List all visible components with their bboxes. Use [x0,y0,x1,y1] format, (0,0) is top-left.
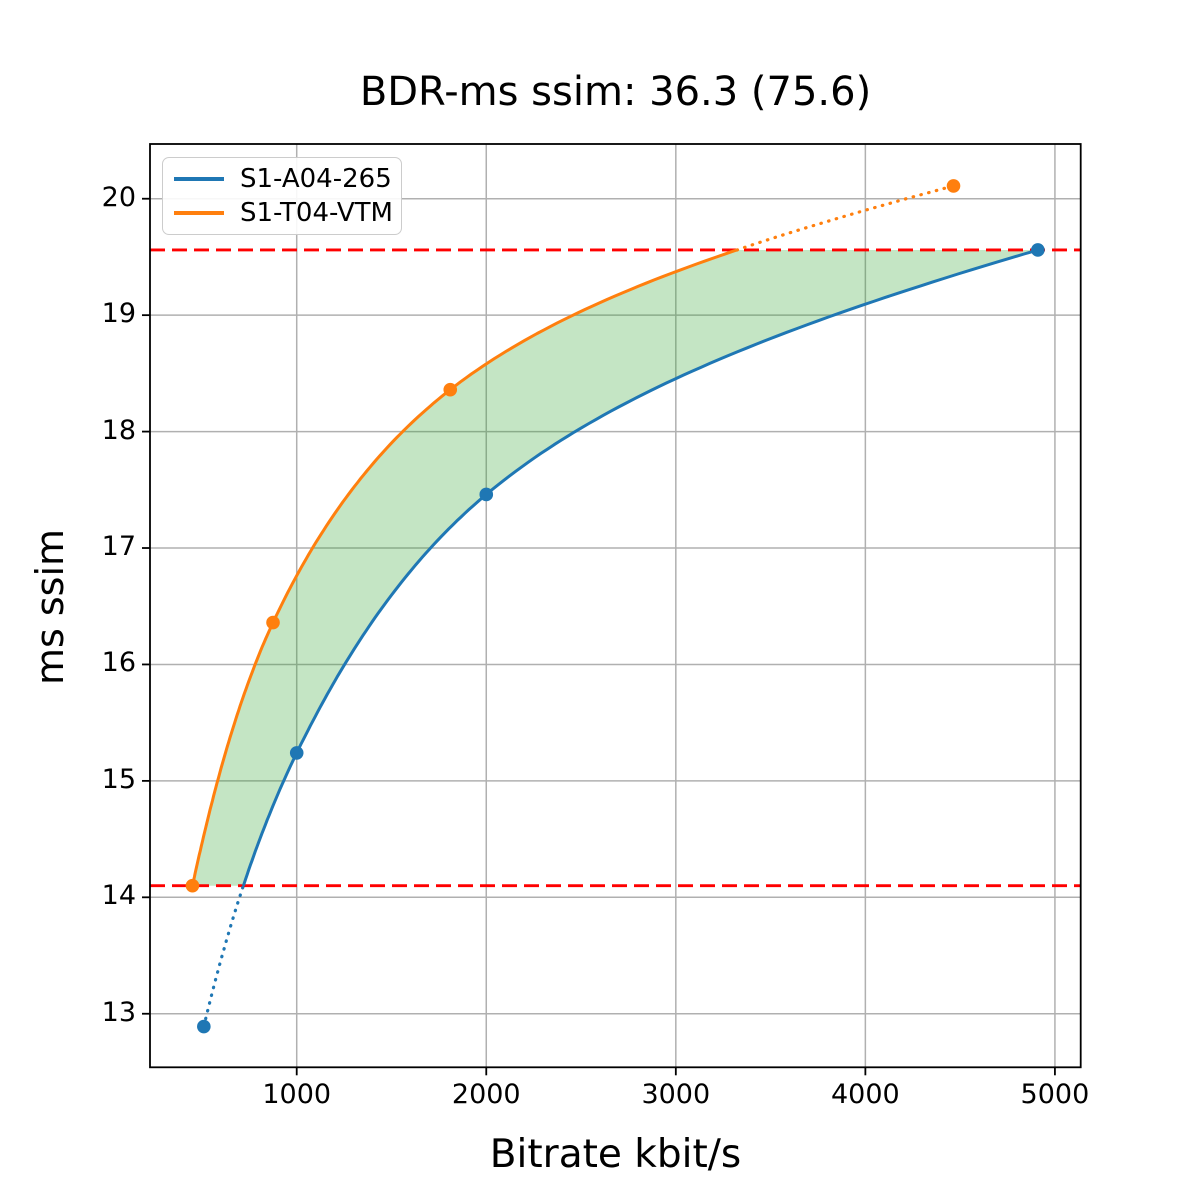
x-tick-label: 2000 [451,1079,521,1111]
data-point-S1-A04-265 [1031,243,1045,257]
legend-item: S1-A04-265 [163,166,401,192]
y-tick-label: 13 [101,996,136,1028]
data-point-S1-T04-VTM [946,179,961,193]
x-axis-label: Bitrate kbit/s [489,1132,742,1177]
y-tick-label: 18 [101,414,136,446]
legend-item: S1-T04-VTM [163,200,401,226]
y-tick-label: 16 [101,647,136,679]
series-line-dotted-S1-A04-265 [202,884,245,1029]
y-tick-label: 15 [101,763,136,795]
y-tick-label: 14 [101,880,136,912]
series-line-solid-S1-T04-VTM [191,248,738,887]
y-tick-label: 19 [101,298,136,330]
data-point-S1-T04-VTM [185,878,200,893]
data-point-S1-T04-VTM [443,382,458,397]
y-tick-label: 20 [101,181,136,213]
legend-label: S1-T04-VTM [240,198,393,228]
series-line-solid-S1-A04-265 [241,248,1039,887]
chart-title: BDR-ms ssim: 36.3 (75.6) [359,69,872,115]
axes-spines [149,143,1082,1069]
bd-overlap-area [192,250,1038,886]
x-tick-label: 4000 [831,1079,900,1111]
data-point-S1-T04-VTM [266,615,280,630]
x-tick-label: 5000 [1020,1079,1090,1111]
series-line-dotted-S1-T04-VTM [735,184,956,252]
legend-line-swatch-orange [174,211,224,215]
legend-line-swatch-blue [174,177,224,181]
legend: S1-A04-265 S1-T04-VTM [162,157,402,235]
x-tick-label: 3000 [641,1079,711,1111]
legend-label: S1-A04-265 [240,164,392,194]
data-point-S1-A04-265 [479,487,494,502]
y-tick-label: 17 [101,531,136,563]
data-point-S1-A04-265 [197,1019,211,1034]
x-tick-label: 1000 [262,1079,332,1111]
data-point-S1-A04-265 [289,746,304,760]
